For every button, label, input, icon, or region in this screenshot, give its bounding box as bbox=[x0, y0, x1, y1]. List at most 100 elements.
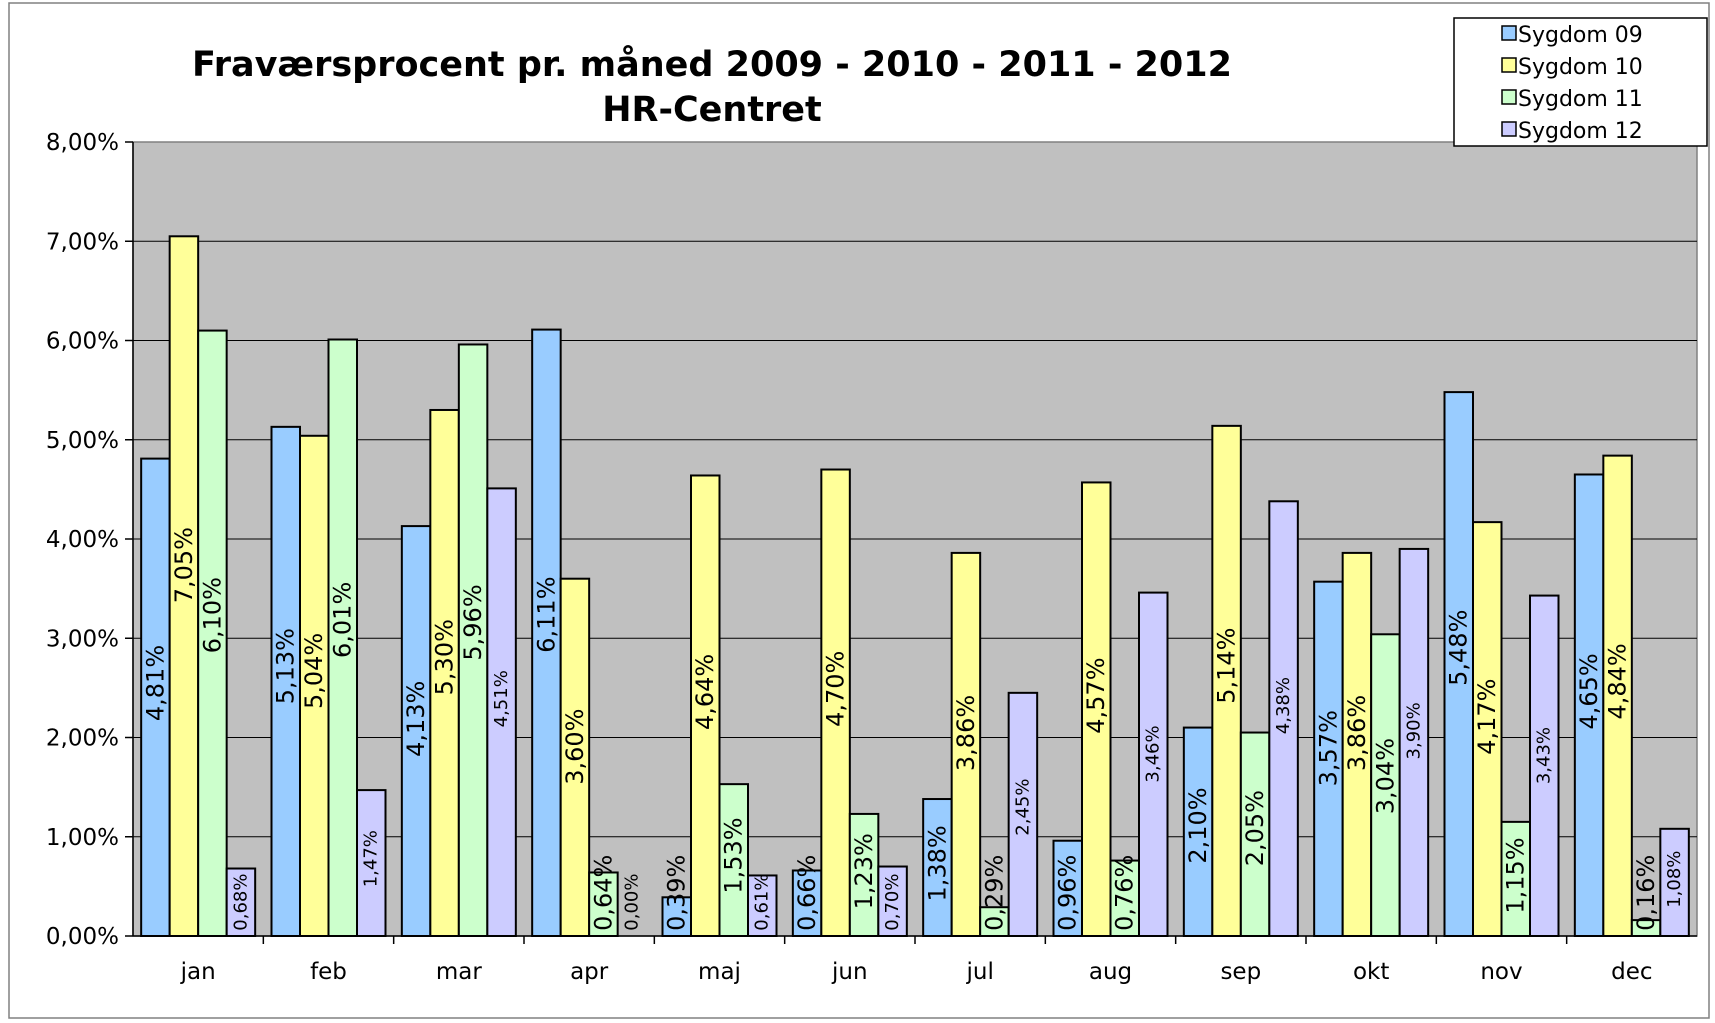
data-label: 5,04% bbox=[300, 633, 328, 709]
data-label: 2,05% bbox=[1241, 790, 1269, 866]
x-tick-label: jun bbox=[831, 959, 868, 985]
bar bbox=[225, 867, 257, 938]
bar bbox=[356, 789, 387, 937]
bar bbox=[559, 577, 591, 937]
y-tick-label: 7,00% bbox=[46, 229, 119, 255]
bar bbox=[1081, 481, 1112, 937]
bar bbox=[1109, 859, 1140, 938]
data-label: 1,23% bbox=[850, 833, 878, 909]
legend-swatch bbox=[1501, 89, 1517, 105]
y-tick-label: 8,00% bbox=[46, 130, 119, 156]
bar bbox=[400, 525, 432, 937]
data-label: 3,60% bbox=[561, 709, 589, 785]
x-tick-label: dec bbox=[1611, 959, 1652, 985]
bar bbox=[1602, 454, 1633, 937]
legend-label: Sygdom 11 bbox=[1518, 87, 1643, 112]
data-label: 0,96% bbox=[1054, 855, 1082, 931]
bar bbox=[820, 468, 851, 937]
legend-swatch bbox=[1501, 25, 1517, 41]
data-label: 6,01% bbox=[329, 582, 357, 658]
data-label: 0,00% bbox=[621, 874, 642, 931]
data-label: 0,61% bbox=[752, 874, 773, 931]
data-label: 2,45% bbox=[1012, 779, 1033, 836]
legend-label: Sygdom 12 bbox=[1518, 119, 1643, 144]
bar bbox=[1341, 551, 1373, 938]
data-label: 4,38% bbox=[1273, 677, 1294, 734]
data-label: 3,46% bbox=[1143, 725, 1164, 782]
data-label: 0,68% bbox=[230, 874, 251, 931]
bar bbox=[950, 551, 982, 938]
y-tick-label: 1,00% bbox=[46, 825, 119, 851]
bar bbox=[1268, 500, 1299, 937]
data-label: 1,47% bbox=[361, 830, 382, 887]
data-label: 1,08% bbox=[1664, 851, 1685, 908]
data-label: 3,43% bbox=[1534, 727, 1555, 784]
bar bbox=[1052, 839, 1083, 937]
legend-swatch bbox=[1501, 121, 1517, 137]
x-tick-label: maj bbox=[698, 959, 741, 985]
y-tick-label: 3,00% bbox=[46, 626, 119, 652]
data-label: 4,84% bbox=[1604, 643, 1632, 719]
data-label: 0,70% bbox=[882, 874, 903, 931]
x-tick-label: nov bbox=[1480, 959, 1522, 985]
x-tick-label: aug bbox=[1089, 959, 1132, 985]
bar bbox=[1182, 726, 1214, 938]
data-label: 4,57% bbox=[1082, 657, 1110, 733]
data-label: 4,51% bbox=[491, 670, 512, 727]
x-tick-label: jan bbox=[180, 959, 216, 985]
bar bbox=[588, 871, 619, 937]
x-tick-label: feb bbox=[310, 959, 347, 985]
legend-label: Sygdom 10 bbox=[1518, 55, 1643, 80]
data-label: 0,16% bbox=[1632, 855, 1660, 931]
x-tick-label: okt bbox=[1353, 959, 1389, 985]
data-label: 5,13% bbox=[272, 628, 300, 704]
bar bbox=[1472, 521, 1503, 937]
data-label: 0,64% bbox=[589, 855, 617, 931]
data-label: 3,04% bbox=[1371, 738, 1399, 814]
y-tick-label: 6,00% bbox=[46, 329, 119, 355]
x-tick-label: jul bbox=[965, 959, 993, 985]
data-label: 3,86% bbox=[952, 695, 980, 771]
legend-box bbox=[1453, 17, 1708, 147]
x-tick-label: apr bbox=[570, 959, 609, 985]
data-label: 1,53% bbox=[720, 817, 748, 893]
chart-title: Fraværsprocent pr. måned 2009 - 2010 - 2… bbox=[192, 44, 1232, 85]
data-label: 5,48% bbox=[1445, 610, 1473, 686]
y-tick-label: 4,00% bbox=[46, 527, 119, 553]
data-label: 3,90% bbox=[1403, 702, 1424, 759]
data-label: 0,29% bbox=[980, 855, 1008, 931]
data-label: 0,76% bbox=[1111, 855, 1139, 931]
data-label: 4,70% bbox=[822, 651, 850, 727]
data-label: 2,10% bbox=[1184, 787, 1212, 863]
data-label: 0,66% bbox=[793, 855, 821, 931]
data-label: 5,96% bbox=[459, 584, 487, 660]
data-label: 4,64% bbox=[691, 654, 719, 730]
legend-label: Sygdom 09 bbox=[1518, 23, 1643, 48]
data-label: 4,13% bbox=[402, 681, 430, 757]
legend: Sygdom 09 Sygdom 10 Sygdom 11 Sygdom 12 bbox=[1453, 17, 1708, 147]
data-label: 3,86% bbox=[1343, 695, 1371, 771]
y-tick-label: 2,00% bbox=[46, 726, 119, 752]
bar bbox=[1529, 594, 1560, 937]
data-label: 5,30% bbox=[431, 619, 459, 695]
data-label: 4,17% bbox=[1473, 679, 1501, 755]
bar bbox=[690, 474, 721, 937]
x-tick-label: mar bbox=[436, 959, 482, 985]
bar bbox=[1443, 391, 1474, 937]
data-label: 5,14% bbox=[1213, 627, 1241, 703]
data-label: 1,15% bbox=[1502, 837, 1530, 913]
y-tick-label: 0,00% bbox=[46, 924, 119, 950]
data-label: 4,81% bbox=[141, 645, 169, 721]
legend-swatch bbox=[1501, 57, 1517, 73]
data-label: 6,10% bbox=[198, 577, 226, 653]
data-label: 3,57% bbox=[1314, 710, 1342, 786]
x-tick-label: sep bbox=[1220, 959, 1261, 985]
y-tick-label: 5,00% bbox=[46, 428, 119, 454]
data-label: 0,39% bbox=[663, 855, 691, 931]
bar bbox=[197, 329, 228, 937]
bar bbox=[486, 487, 517, 937]
data-label: 1,38% bbox=[923, 825, 951, 901]
data-label: 4,65% bbox=[1575, 653, 1603, 729]
